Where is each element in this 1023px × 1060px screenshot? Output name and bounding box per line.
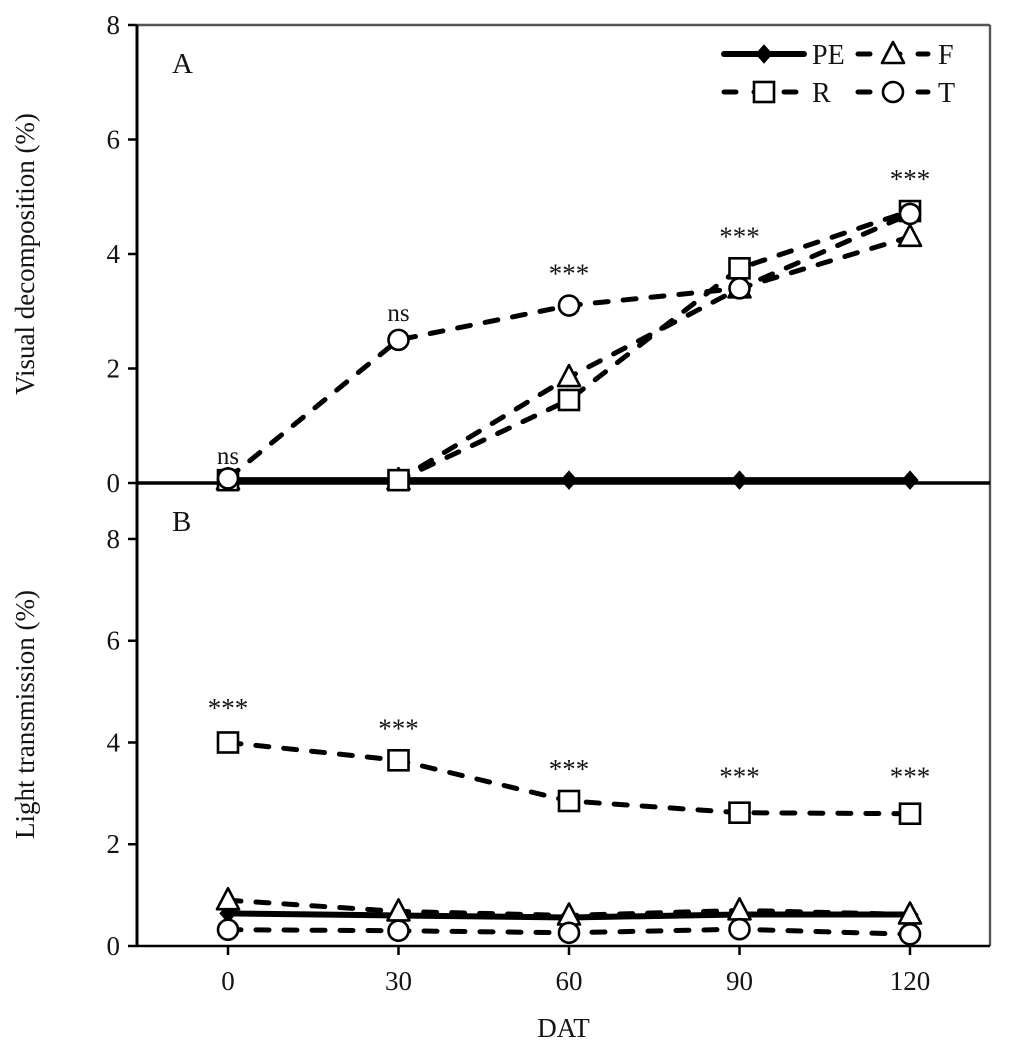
series-T-marker: [557, 921, 581, 945]
series-R-marker: [557, 388, 581, 412]
y-tick-label: 8: [107, 10, 121, 40]
y-tick-label: 6: [107, 626, 121, 656]
annotation-significance: ***: [208, 693, 249, 723]
series-T-marker: [728, 917, 751, 941]
series-T-marker: [728, 277, 751, 300]
series-R-marker: [898, 802, 922, 826]
legend-label-PE: PE: [812, 40, 845, 71]
legend-label-R: R: [812, 78, 831, 109]
x-tick-label: 0: [221, 966, 235, 996]
series-T-marker: [898, 202, 922, 226]
y-tick-label: 0: [107, 468, 121, 498]
x-tick-label: 120: [890, 966, 931, 996]
series-T-marker: [216, 918, 240, 942]
y-tick-label: 2: [107, 829, 121, 859]
ylabel-A: Visual decomposition (%): [10, 113, 40, 395]
y-tick-label: 2: [107, 354, 121, 384]
legend-F-marker: [880, 40, 906, 65]
xlabel-dat: DAT: [537, 1013, 590, 1043]
x-tick-label: 90: [726, 966, 753, 996]
annotation-ns: ns: [217, 443, 239, 470]
series-T-line: [225, 211, 913, 481]
annotation-significance: ***: [719, 762, 760, 792]
x-tick-label: 30: [385, 966, 412, 996]
legend-PE-marker: [755, 44, 773, 64]
series-PE-marker: [901, 470, 919, 490]
series-T-marker: [387, 328, 410, 352]
annotation-ns: ns: [387, 300, 409, 327]
series-R-marker: [387, 748, 410, 772]
panel-A-label: A: [172, 48, 193, 80]
ylabel-B: Light transmission (%): [10, 590, 40, 839]
series-PE-marker: [730, 470, 749, 490]
annotation-significance: ***: [890, 164, 931, 194]
series-T-marker: [557, 294, 581, 317]
series-T-marker: [387, 919, 410, 943]
series-F-marker: [897, 223, 923, 248]
series-PE-marker: [560, 470, 578, 490]
series-F-marker: [556, 363, 582, 388]
series-T-marker: [216, 467, 240, 490]
legend-label-F: F: [938, 40, 954, 71]
annotation-significance: ***: [890, 762, 931, 792]
x-tick-label: 60: [556, 966, 583, 996]
y-tick-label: 6: [107, 125, 121, 155]
annotation-significance: ***: [549, 754, 590, 784]
annotation-significance: ***: [719, 221, 760, 251]
panel-B-label: B: [172, 506, 191, 538]
series-R-marker: [387, 468, 410, 492]
series-R-marker: [557, 789, 581, 813]
series-R-line: [225, 208, 913, 483]
legend-T-marker: [881, 80, 905, 104]
y-tick-label: 4: [107, 727, 121, 757]
series-R-marker: [728, 257, 751, 280]
annotation-significance: ***: [549, 259, 590, 289]
y-tick-label: 4: [107, 239, 121, 269]
y-tick-label: 8: [107, 524, 121, 554]
legend-R-marker: [752, 80, 776, 104]
series-R-marker: [216, 731, 240, 754]
series-T-marker: [898, 922, 922, 946]
series-F-marker: [215, 886, 241, 911]
legend-label-T: T: [938, 78, 955, 109]
annotation-significance: ***: [378, 713, 419, 743]
y-tick-label: 0: [107, 931, 121, 961]
series-R-marker: [728, 801, 751, 824]
